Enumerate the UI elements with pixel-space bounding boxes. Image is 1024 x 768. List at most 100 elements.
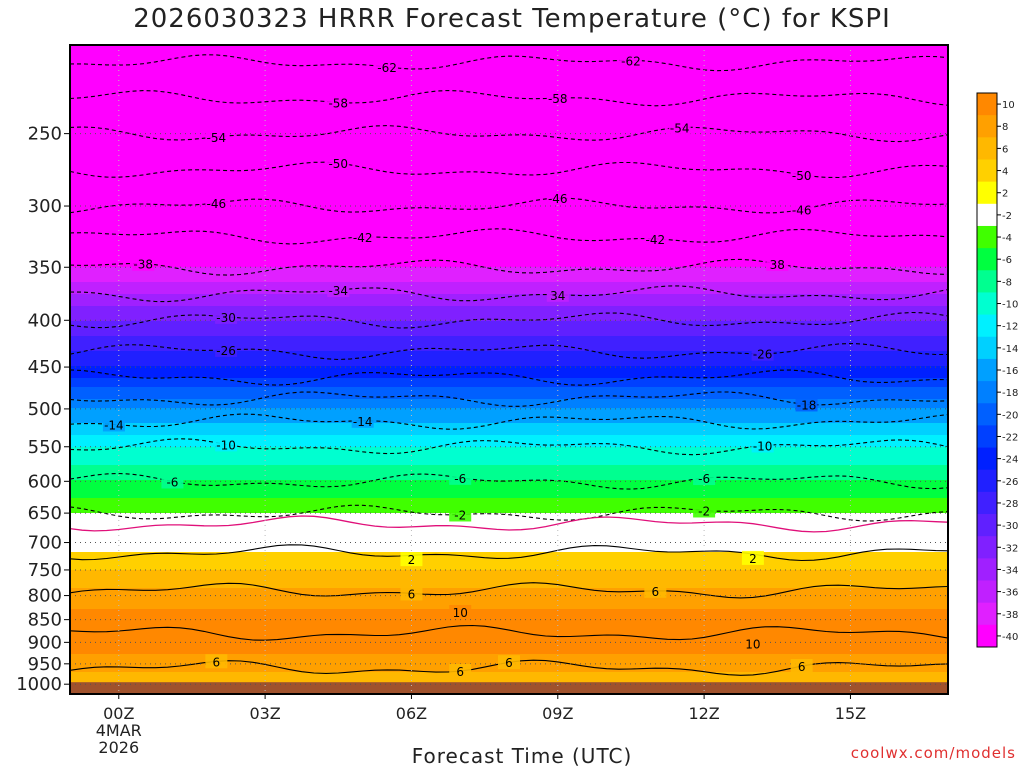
contour-label: 6 [456,665,464,679]
contour-label-bg [215,342,238,357]
plot-area: -62 -62-58 -58-54-54-50-50-46 -46-46-42 -42-… [70,45,948,694]
contour-label: 6 [213,655,221,669]
temperature-band [70,51,948,55]
contour-label: -2 [454,508,466,522]
temperature-band [70,585,948,589]
temperature-band [70,324,948,328]
temperature-band [70,615,948,619]
temperature-band [70,597,948,601]
contour-label-bg [205,654,228,669]
temperature-band [70,192,948,196]
contour-label: -46 [207,197,227,211]
temperature-band [70,534,948,538]
temperature-band [70,462,948,466]
contour-label-bg [741,636,764,651]
colorbar-swatch [977,624,997,648]
contour-label: 38 [770,258,785,272]
contour-label-bg [161,474,184,489]
temperature-band [70,435,948,439]
contour-label-bg [351,230,374,245]
contour-labels: -62 -62-58 -58-54-54-50-50-46 -46-46-42 -42-… [102,53,818,679]
temperature-band [70,420,948,424]
temperature-band [70,399,948,403]
contour-label-bg [327,283,350,298]
temperature-band [70,378,948,382]
colorbar-swatch [977,314,997,338]
temperature-band [70,219,948,223]
colorbar-swatch [977,115,997,138]
temperature-band [70,351,948,355]
colorbar-swatch [977,203,997,227]
temperature-band [70,348,948,352]
contour-label-bg [751,346,774,361]
temperature-band [70,300,948,304]
temperature-band [70,525,948,529]
contour-label-bg [215,437,238,452]
temperature-band [70,156,948,160]
contour-label: 2 [408,553,416,567]
temperature-band [70,108,948,112]
contour-label-bg [376,59,399,74]
contour-label-bg [400,586,423,601]
temperature-band [70,474,948,478]
temperature-band [70,369,948,373]
temperature-band [70,132,948,136]
temperature-band [70,297,948,301]
temperature-band [70,339,948,343]
temperature-band [70,72,948,76]
temperature-band [70,675,948,679]
contour-label: -42 [646,233,666,247]
contour-line [70,89,948,107]
temperature-band [70,288,948,292]
colorbar-swatch [977,558,997,581]
temperature-band [70,234,948,238]
colorbar-label: -20 [1002,410,1018,421]
contour-label: -38 [133,258,153,272]
colorbar-swatch [977,381,997,404]
temperature-band [70,330,948,334]
contour-line [70,544,948,562]
temperature-band [70,456,948,460]
colorbar-label: -6 [1002,255,1012,266]
contour-label: -6 [454,472,466,486]
temperature-band [70,363,948,367]
contour-label-bg [790,202,813,217]
contour-label-bg [498,655,520,670]
contour-label: -54 [670,121,690,135]
y-tick-label: 300 [28,196,62,217]
colorbar-label: -28 [1002,499,1018,510]
contour-label: -62 [621,54,641,68]
temperature-band [70,450,948,454]
temperature-band [70,501,948,505]
temperature-band [70,315,948,319]
temperature-band [70,333,948,337]
plot-frame [69,44,949,695]
contour-label: 10 [745,637,760,651]
colorbar-swatch [977,292,997,315]
temperature-band [70,144,948,148]
contour-label: 6 [408,587,416,601]
contour-label-bg [741,550,764,565]
colorbar-swatch [977,93,997,116]
contour-label-bg [795,397,818,412]
temperature-band [70,93,948,97]
contour-label: -6 [166,475,178,489]
temperature-band [70,612,948,616]
contour-label: -18 [797,398,817,412]
chart-title: 2026030323 HRRR Forecast Temperature (°C… [133,4,891,34]
x-date-label: 2026 [98,738,139,757]
temperature-band [70,381,948,385]
colorbar-label: -24 [1002,455,1018,466]
temperature-band [70,606,948,610]
temperature-band [70,402,948,406]
temperature-band [70,558,948,562]
temperature-band [70,171,948,175]
colorbar-label: -18 [1002,388,1018,399]
temperature-band [70,651,948,655]
colorbar-swatch [977,491,997,515]
contour-label-bg [449,663,472,678]
contour-label-bg [546,91,569,106]
temperature-band [70,153,948,157]
temperature-band [70,69,948,73]
contour-line [70,582,948,599]
